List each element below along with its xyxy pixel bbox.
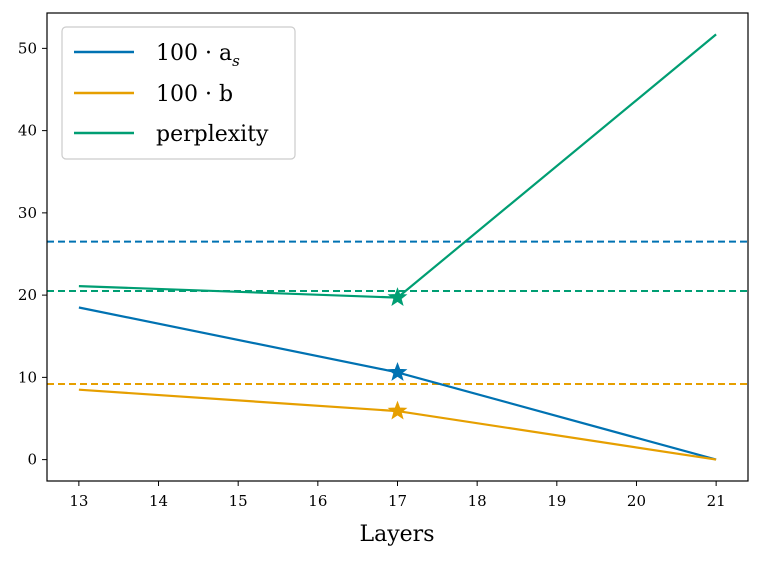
series-markers	[387, 287, 408, 420]
legend-entry-b: 100 · b	[74, 82, 233, 107]
x-tick-label: 19	[547, 492, 566, 510]
x-tick-label: 18	[468, 492, 487, 510]
star-marker-0	[387, 362, 408, 381]
y-axis-ticks: 0 10 20 30 40 50	[18, 39, 47, 469]
legend-entry-as: 100 · as	[74, 41, 240, 70]
legend-label-perplexity: perplexity	[156, 122, 269, 147]
legend-label-as: 100 · as	[156, 41, 240, 70]
y-tick-label: 10	[18, 368, 37, 386]
star-marker-1	[387, 400, 408, 420]
x-tick-label: 21	[707, 492, 726, 510]
legend-label-b: 100 · b	[156, 82, 233, 107]
x-tick-label: 15	[229, 492, 248, 510]
star-marker-2	[387, 287, 408, 307]
y-tick-label: 20	[18, 286, 37, 304]
x-axis-label: Layers	[360, 522, 435, 547]
x-tick-label: 17	[388, 492, 407, 510]
x-tick-label: 14	[149, 492, 168, 510]
y-tick-label: 40	[18, 122, 37, 140]
y-tick-label: 50	[18, 39, 37, 57]
legend-frame	[61, 26, 296, 160]
y-tick-label: 30	[18, 204, 37, 222]
x-tick-label: 20	[627, 492, 646, 510]
x-tick-label: 16	[308, 492, 327, 510]
legend: 100 · as 100 · b perplexity	[61, 26, 296, 160]
y-tick-label: 0	[27, 451, 37, 469]
plot-frame	[46, 12, 749, 482]
x-axis-ticks: 13 14 15 16 17 18 19 20 21	[69, 481, 726, 510]
legend-entry-perplexity: perplexity	[74, 122, 269, 147]
baseline-lines	[47, 240, 748, 385]
x-tick-label: 13	[69, 492, 88, 510]
